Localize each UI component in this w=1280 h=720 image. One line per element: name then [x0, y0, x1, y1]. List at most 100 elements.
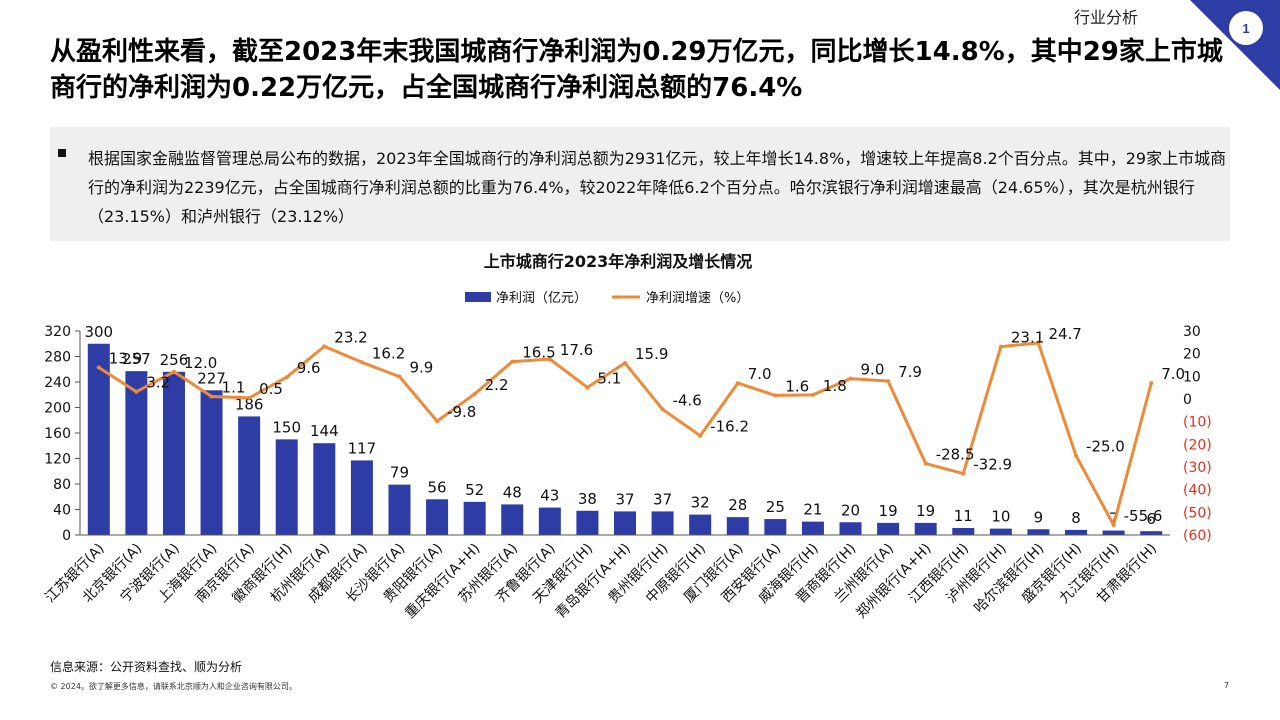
page-badge-number: 1: [1242, 21, 1249, 36]
bar: [1065, 529, 1088, 535]
bar: [275, 439, 298, 535]
bar-value-label: 38: [578, 490, 597, 508]
growth-value-label: 9.0: [861, 361, 885, 379]
growth-value-label: 23.2: [334, 328, 367, 346]
page-number: 7: [1224, 681, 1230, 690]
growth-point: [660, 407, 665, 412]
growth-value-label: -16.2: [710, 418, 749, 436]
growth-value-label: 7.0: [1161, 365, 1185, 383]
bar: [989, 528, 1012, 535]
page-badge-circle: [1229, 11, 1263, 45]
y-right-tick-label: 20: [1183, 347, 1201, 363]
growth-point: [773, 393, 778, 398]
growth-value-label: 0.5: [259, 380, 283, 398]
growth-value-label: 7.9: [898, 363, 922, 381]
growth-value-label: 24.7: [1048, 325, 1081, 343]
growth-point: [698, 433, 703, 438]
bar: [1140, 531, 1163, 535]
growth-point: [886, 379, 891, 384]
growth-point: [1111, 523, 1116, 528]
y-left-axis: 0 40 80 120 160 200 240 280 320: [44, 324, 81, 544]
growth-value-label: 16.5: [522, 344, 555, 362]
growth-point: [1074, 453, 1079, 458]
net-profit-chart: 上市城商行2023年净利润及增长情况 净利润（亿元） 净利润增速（%） 0 40 8…: [42, 252, 1212, 622]
page-headline: 从盈利性来看，截至2023年末我国城商行净利润为0.29万亿元，同比增长14.8…: [50, 37, 1223, 103]
bar: [877, 522, 900, 535]
growth-value-label: -55.6: [1124, 507, 1163, 525]
growth-point: [472, 392, 477, 397]
y-right-tick-label: 10: [1183, 369, 1201, 385]
bar-value-label: 37: [653, 490, 672, 508]
bar: [426, 499, 449, 535]
growth-point: [923, 461, 928, 466]
bar-value-label: 257: [122, 350, 151, 368]
growth-point: [284, 375, 289, 380]
bar: [764, 519, 787, 535]
summary-box: 根据国家金融监督管理总局公布的数据，2023年全国城商行的净利润总额为2931亿…: [50, 127, 1230, 241]
y-right-tick-label: 0: [1183, 392, 1192, 408]
bar: [726, 517, 749, 535]
bar: [463, 501, 486, 535]
growth-value-label: 15.9: [635, 345, 668, 363]
growth-value-label: 12.0: [184, 354, 217, 372]
bar: [689, 514, 712, 535]
growth-point: [96, 365, 101, 370]
bar: [839, 522, 862, 535]
growth-point: [171, 369, 176, 374]
growth-value-label: 7.0: [748, 365, 772, 383]
growth-point: [1036, 341, 1041, 346]
bar: [576, 510, 599, 535]
bar: [238, 416, 261, 535]
growth-point: [547, 357, 552, 362]
growth-value-label: 1.6: [785, 377, 809, 395]
y-right-axis: (60) (50) (40) (30) (20) (10) 0 10 20 30: [1183, 324, 1212, 544]
y-left-tick-label: 80: [53, 477, 71, 493]
source-note: 信息来源：公开资料查找、顺为分析: [50, 660, 243, 674]
growth-point: [848, 376, 853, 381]
bar-value-label: 150: [272, 418, 301, 436]
bar-series: [87, 343, 1163, 535]
bar-value-label: 48: [503, 483, 522, 501]
bar-value-label: 43: [540, 487, 559, 505]
y-left-tick-label: 0: [62, 528, 71, 544]
chart-title: 上市城商行2023年净利润及增长情况: [484, 252, 753, 271]
y-left-tick-label: 160: [44, 426, 71, 442]
chart-legend: 净利润（亿元） 净利润增速（%）: [465, 291, 749, 306]
bar: [614, 511, 636, 535]
summary-text: 根据国家金融监督管理总局公布的数据，2023年全国城商行的净利润总额为2931亿…: [88, 149, 1227, 226]
growth-point: [435, 419, 440, 424]
y-right-tick-label: (50): [1183, 505, 1212, 521]
line-data-labels: 13.93.2 12.0 1.1 0.5 9.6 23.2 16.29.9 -9.8 2.2 16…: [109, 325, 1185, 525]
bar-value-label: 21: [803, 501, 822, 519]
growth-value-label: 13.9: [109, 349, 142, 367]
bar-value-label: 8: [1071, 509, 1081, 527]
y-left-tick-label: 40: [53, 503, 71, 519]
y-left-tick-label: 280: [44, 350, 71, 366]
y-left-tick-label: 200: [44, 401, 71, 417]
bar-value-label: 20: [841, 501, 860, 519]
bar: [1027, 529, 1050, 535]
x-axis: 江苏银行(A)北京银行(A)宁波银行(A)上海银行(A)南京银行(A)徽商银行(…: [42, 534, 1170, 622]
bar-value-label: 79: [390, 464, 409, 482]
growth-point: [209, 394, 214, 399]
growth-value-label: 9.9: [409, 359, 433, 377]
growth-point: [397, 374, 402, 379]
growth-value-label: -32.9: [973, 456, 1012, 474]
bar-value-label: 32: [691, 494, 710, 512]
growth-point: [134, 389, 139, 394]
growth-point: [510, 359, 515, 364]
bar-value-label: 28: [728, 496, 747, 514]
growth-value-label: -9.8: [447, 403, 476, 421]
growth-point: [322, 344, 327, 349]
growth-value-label: -28.5: [936, 446, 975, 464]
growth-line-series: [96, 341, 1154, 528]
bar-value-label: 52: [465, 481, 484, 499]
bar: [952, 527, 975, 535]
growth-point: [247, 395, 252, 400]
y-right-tick-label: (10): [1183, 415, 1212, 431]
bar: [538, 507, 561, 535]
growth-point: [961, 471, 966, 476]
bar-value-label: 25: [766, 498, 785, 516]
growth-point: [359, 360, 364, 365]
